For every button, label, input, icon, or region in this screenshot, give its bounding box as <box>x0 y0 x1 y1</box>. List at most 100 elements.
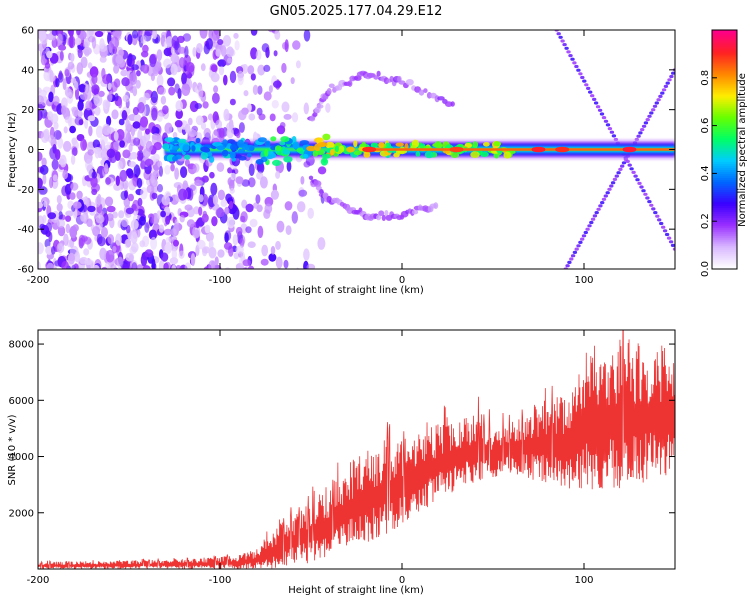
cross_line_2-segment <box>649 111 654 115</box>
noise-blob <box>149 54 157 68</box>
noise-blob <box>125 252 135 262</box>
noise-blob <box>112 245 117 253</box>
noise-blob <box>156 210 162 220</box>
noise-blob <box>295 60 301 69</box>
colorbar-label: Normalized spectral amplitude <box>737 73 748 227</box>
noise-blob <box>38 242 44 255</box>
carrier-blob <box>330 148 335 156</box>
carrier-blob <box>292 141 300 149</box>
noise-blob <box>216 162 225 172</box>
noise-blob <box>139 135 147 147</box>
carrier-blob <box>222 139 228 148</box>
noise-blob <box>139 240 146 248</box>
noise-blob <box>110 264 117 269</box>
cross_line_2-segment <box>607 187 612 191</box>
noise-blob <box>235 245 244 254</box>
noise-blob <box>84 258 93 266</box>
noise-blob <box>261 244 269 257</box>
noise-blob <box>144 158 154 167</box>
carrier-blob <box>480 151 489 158</box>
noise-blob <box>43 200 48 207</box>
noise-blob <box>51 30 58 36</box>
noise-blob <box>213 85 219 94</box>
noise-blob <box>249 218 258 228</box>
noise-blob <box>239 238 245 248</box>
noise-blob <box>47 33 54 41</box>
noise-blob <box>94 106 101 116</box>
noise-blob <box>228 200 234 210</box>
noise-blob <box>159 166 163 177</box>
noise-blob <box>57 137 64 149</box>
noise-blob <box>164 261 172 269</box>
cross_line_1-segment <box>670 243 675 247</box>
cross_line_2-segment <box>614 174 619 178</box>
cross_line_2-segment <box>574 247 579 251</box>
cross_line_2-segment <box>658 94 663 98</box>
cross_line_1-segment <box>593 101 599 105</box>
noise-blob <box>95 125 104 138</box>
noise-blob <box>276 220 285 233</box>
cross_line_1-segment <box>570 57 575 61</box>
noise-blob <box>247 65 255 75</box>
colorbar-step <box>712 39 737 43</box>
sideband_lower-blob <box>433 202 439 210</box>
noise-blob <box>168 86 176 96</box>
noise-blob <box>237 70 244 82</box>
noise-blob <box>283 259 289 269</box>
noise-blob <box>260 258 269 266</box>
colorbar-step <box>712 235 737 238</box>
noise-blob <box>152 30 158 40</box>
noise-blob <box>68 30 74 38</box>
cross_line_2-segment <box>567 260 572 264</box>
x-tick-label: 100 <box>574 275 593 286</box>
noise-blob <box>49 70 54 83</box>
y-tick-label: 60 <box>21 26 34 37</box>
colorbar-step <box>712 31 737 35</box>
colorbar-step <box>712 101 737 105</box>
noise-blob <box>256 107 263 116</box>
noise-blob <box>247 241 256 248</box>
cross_line_2-segment <box>580 237 585 241</box>
carrier-blob <box>271 153 277 159</box>
colorbar-step <box>712 61 737 65</box>
noise-blob <box>38 43 44 52</box>
noise-blob <box>130 151 138 160</box>
noise-blob <box>154 23 161 30</box>
cross_line_1-segment <box>560 39 565 43</box>
x-tick-label: -100 <box>209 275 232 286</box>
noise-blob <box>74 37 82 46</box>
snr-x-label: Height of straight line (km) <box>288 585 424 596</box>
noise-blob <box>161 31 167 38</box>
noise-blob <box>100 135 108 145</box>
noise-blob <box>180 166 188 179</box>
noise-blob <box>245 226 252 234</box>
carrier-blob <box>378 142 385 149</box>
colorbar-step <box>712 179 737 182</box>
noise-blob <box>137 30 143 37</box>
carrier-blob <box>312 150 319 157</box>
noise-blob <box>162 105 169 115</box>
cross_line_2-segment <box>578 240 583 244</box>
noise-blob <box>87 115 96 122</box>
colorbar-step <box>712 253 737 256</box>
noise-blob <box>56 195 62 204</box>
carrier-blob <box>264 148 269 157</box>
colorbar-step <box>712 207 737 210</box>
colorbar-step <box>712 171 737 174</box>
carrier-blob <box>249 146 255 152</box>
sideband_lower-blob <box>308 175 314 180</box>
noise-blob <box>53 129 62 140</box>
noise-blob <box>201 175 209 183</box>
noise-blob <box>124 128 129 142</box>
noise-blob <box>49 176 54 189</box>
cross_line_2-segment <box>583 230 588 235</box>
carrier-blob <box>275 145 282 151</box>
noise-blob <box>317 166 327 175</box>
noise-blob <box>55 78 60 88</box>
noise-blob <box>130 231 138 244</box>
noise-blob <box>114 30 122 37</box>
noise-blob <box>198 194 204 203</box>
noise-blob <box>38 151 43 162</box>
cross_line_2-segment <box>603 194 608 198</box>
noise-blob <box>74 251 80 263</box>
